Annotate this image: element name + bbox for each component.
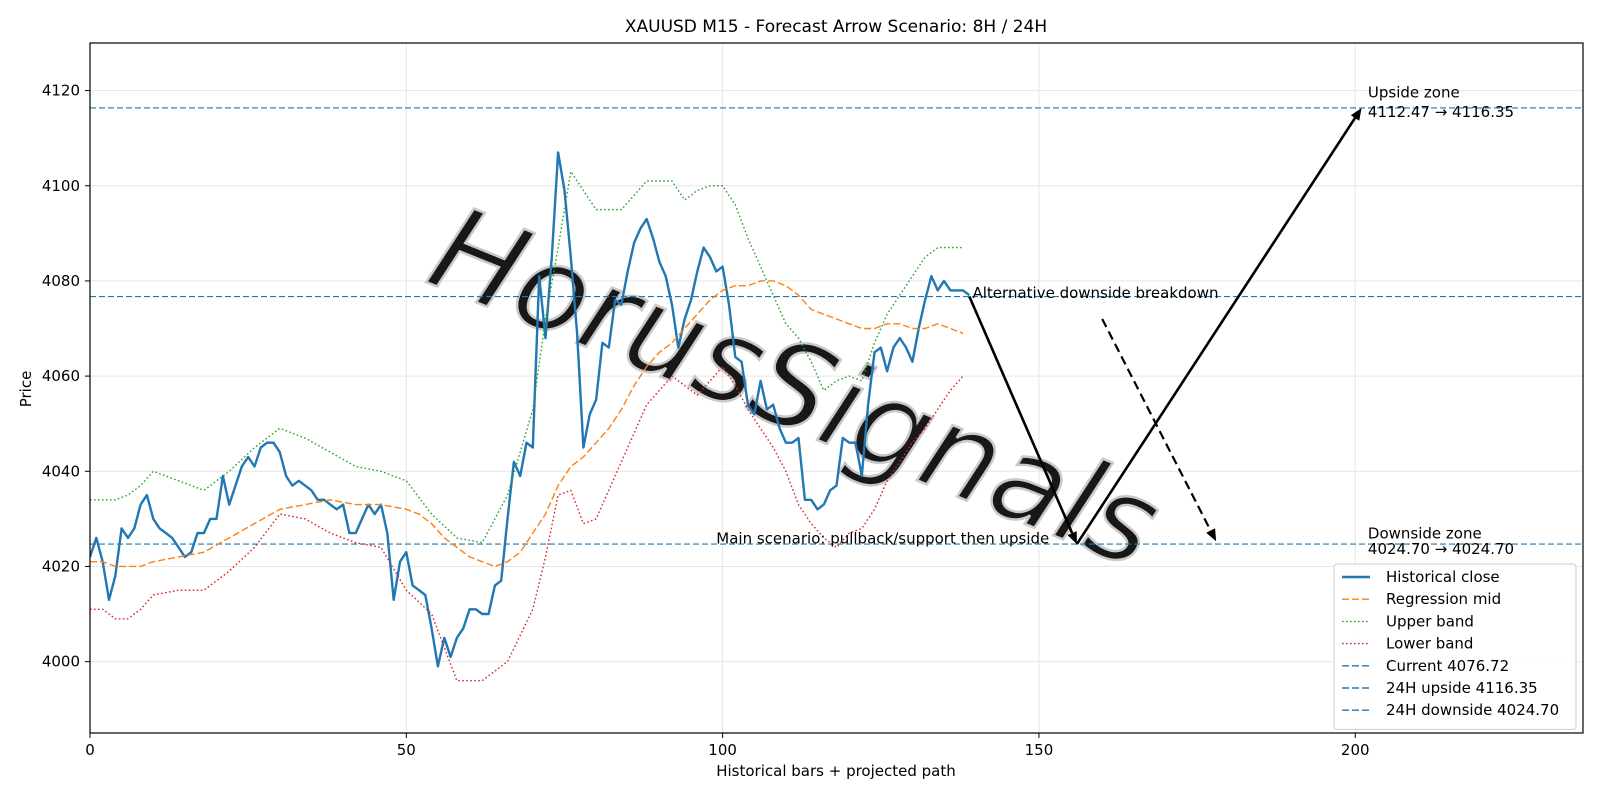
legend-label: 24H upside 4116.35 — [1386, 679, 1538, 697]
reference-lines — [90, 107, 1583, 545]
legend-label: Current 4076.72 — [1386, 657, 1509, 675]
arrow-shaft — [1101, 318, 1212, 532]
plot-frame — [89, 42, 1584, 734]
legend-label: Regression mid — [1386, 590, 1501, 608]
annotation-label: Main scenario: pullback/support then ups… — [716, 530, 1049, 548]
series-line — [90, 365, 964, 682]
chart-title: XAUUSD M15 - Forecast Arrow Scenario: 8H… — [625, 17, 1047, 37]
annotation-label: 4112.47 → 4116.35 — [1368, 103, 1514, 121]
series-line — [90, 280, 964, 568]
legend-label: Historical close — [1386, 568, 1500, 586]
x-tick-label: 200 — [1341, 741, 1370, 759]
y-tick-label: 4040 — [42, 462, 80, 480]
annotation-label: 4024.70 → 4024.70 — [1368, 540, 1514, 558]
axis-ticks: 0 50 100 150 200 4000 4020 4040 4060 4080 4100 4120 — [42, 82, 1370, 759]
x-axis-title: Historical bars + projected path — [716, 762, 956, 780]
legend-label: Upper band — [1386, 612, 1474, 630]
arrow-head — [1067, 531, 1077, 545]
arrow-head — [1350, 108, 1362, 121]
x-tick-label: 100 — [708, 741, 737, 759]
grid — [89, 43, 1583, 733]
y-tick-label: 4000 — [42, 653, 80, 671]
y-tick-label: 4120 — [42, 82, 80, 100]
x-tick-label: 150 — [1025, 741, 1054, 759]
annotation-label: Alternative downside breakdown — [973, 284, 1219, 302]
legend-label: 24H downside 4024.70 — [1386, 701, 1559, 719]
x-tick-label: 50 — [397, 741, 416, 759]
arrow-head — [1206, 528, 1217, 542]
legend: Historical close Regression mid Upper band… — [1333, 563, 1577, 730]
legend-box — [1333, 563, 1577, 730]
y-axis-title: Price — [17, 371, 35, 408]
forecast-arrows — [968, 108, 1362, 545]
y-tick-label: 4060 — [42, 367, 80, 385]
legend-label: Lower band — [1386, 635, 1473, 653]
arrow-shaft — [1075, 117, 1357, 545]
arrow-shaft — [968, 296, 1074, 534]
series-line — [90, 151, 971, 668]
annotation-label: Upside zone — [1368, 84, 1460, 102]
series-line — [90, 170, 963, 544]
y-tick-label: 4020 — [42, 557, 80, 575]
x-tick-label: 0 — [85, 741, 95, 759]
y-tick-label: 4100 — [42, 177, 80, 195]
y-tick-label: 4080 — [42, 272, 80, 290]
annotation-label: Downside zone — [1368, 524, 1482, 542]
series-lines — [90, 151, 971, 682]
